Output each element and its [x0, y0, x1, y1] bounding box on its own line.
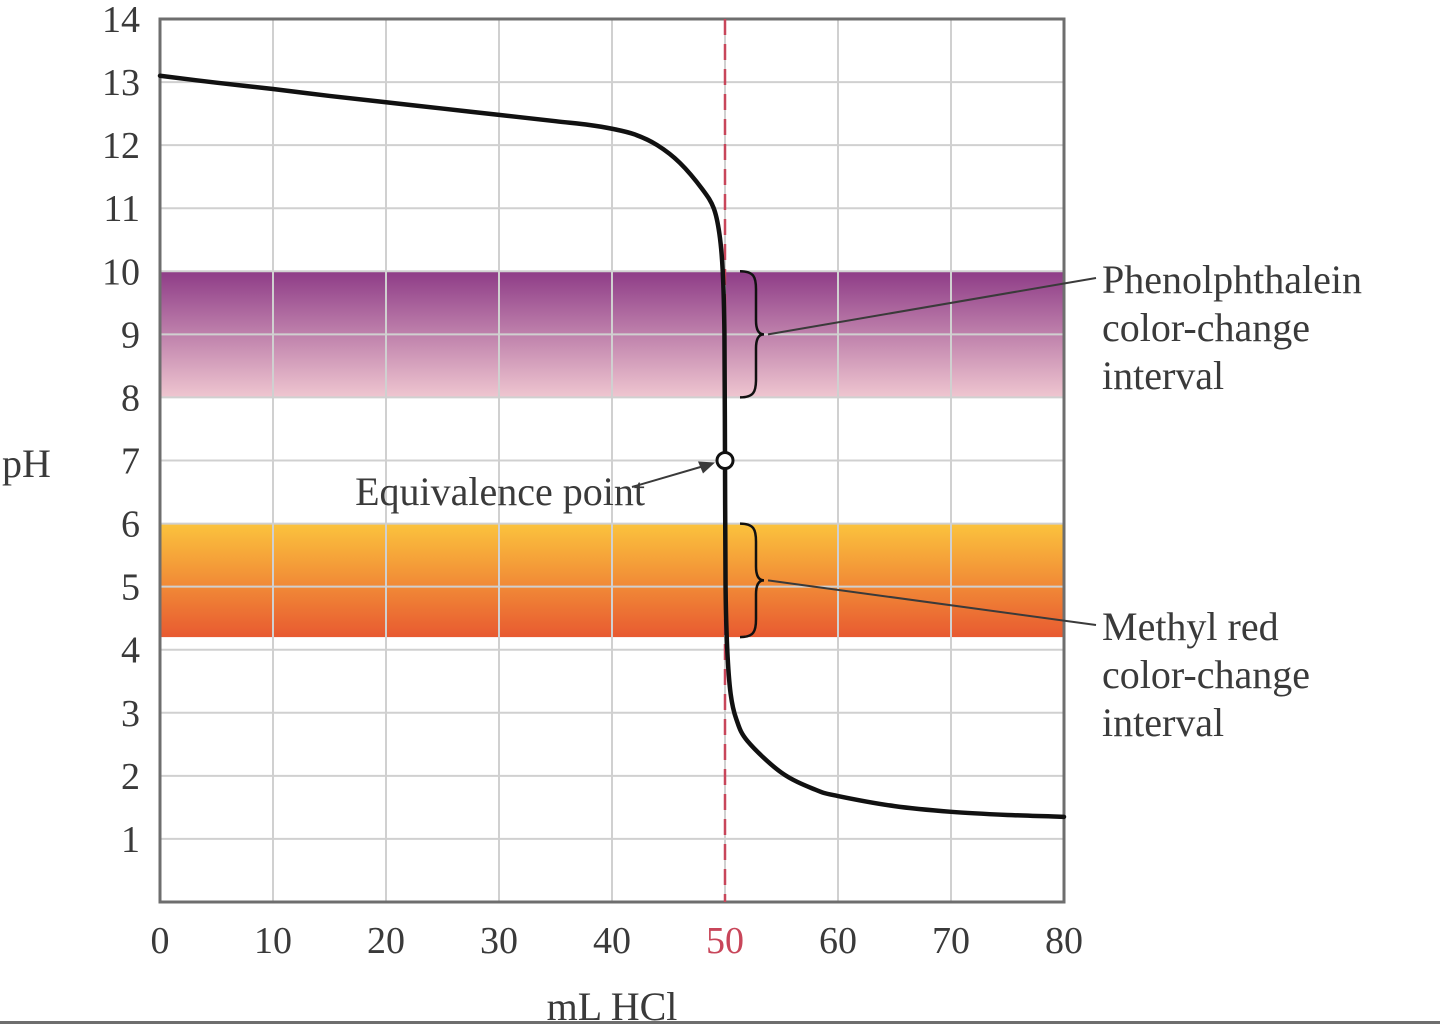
titration-curve: [157, 73, 1067, 820]
y-tick-label: 10: [102, 251, 140, 293]
equivalence-arrowhead: [698, 461, 715, 474]
band-label-line-0: color-change: [1102, 305, 1310, 350]
y-tick-label: 2: [121, 756, 140, 798]
x-axis-title: mL HCl: [547, 984, 678, 1025]
band-pointer-line-0: [767, 277, 1097, 336]
x-tick-label: 50: [706, 920, 744, 962]
x-tick-label: 10: [254, 920, 292, 962]
band-label-line-0: interval: [1102, 353, 1224, 398]
band-brace-0: [739, 270, 765, 399]
equivalence-point-label: Equivalence point: [355, 469, 645, 514]
bottom-rule: [0, 1021, 1440, 1024]
plot-frame: [158, 17, 1066, 904]
y-tick-label: 9: [121, 314, 140, 356]
y-tick-label: 14: [102, 0, 140, 41]
equivalence-point-marker: [715, 451, 735, 470]
y-tick-label: 7: [121, 441, 140, 483]
x-tick-label: 0: [151, 920, 170, 962]
x-tick-label: 40: [593, 920, 631, 962]
x-tick-label: 70: [932, 920, 970, 962]
y-tick-label: 3: [121, 693, 140, 735]
x-tick-label: 80: [1045, 920, 1083, 962]
x-tick-label: 60: [819, 920, 857, 962]
annotations: Equivalence pointPhenolphthaleincolor-ch…: [355, 257, 1362, 745]
band-pointer-line-1: [767, 579, 1097, 626]
equivalence-pointer-line: [631, 463, 710, 488]
y-axis-title: pH: [2, 441, 51, 486]
band-label-line-1: interval: [1102, 700, 1224, 745]
y-tick-label: 5: [121, 567, 140, 609]
x-tick-label: 30: [480, 920, 518, 962]
y-tick-label: 8: [121, 377, 140, 419]
band-label-line-0: Phenolphthalein: [1102, 257, 1362, 302]
titration-curve-line: [157, 73, 1067, 820]
y-tick-label: 1: [121, 819, 140, 861]
y-tick-label: 4: [121, 630, 140, 672]
y-tick-label: 12: [102, 125, 140, 167]
band-brace-1: [739, 522, 765, 639]
band-label-line-1: color-change: [1102, 652, 1310, 697]
y-tick-label: 11: [103, 188, 140, 230]
x-tick-label: 20: [367, 920, 405, 962]
y-tick-label: 6: [121, 504, 140, 546]
band-label-line-1: Methyl red: [1102, 604, 1279, 649]
y-tick-label: 13: [102, 62, 140, 104]
grid: [160, 19, 1064, 902]
